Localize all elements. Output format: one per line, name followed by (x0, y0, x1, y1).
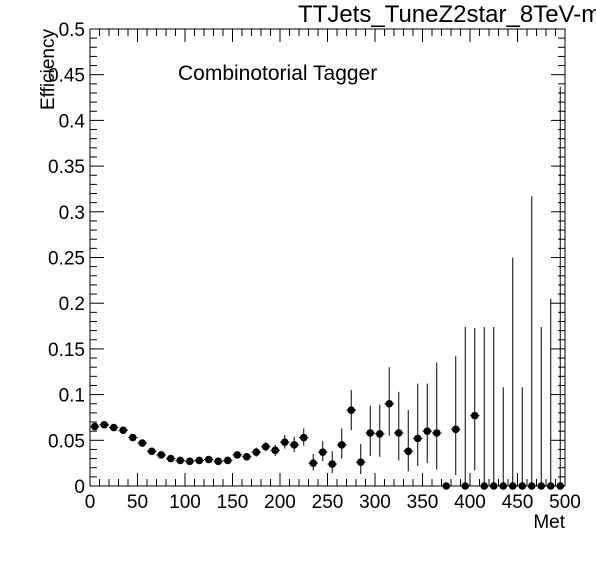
data-point (319, 448, 327, 456)
data-point (271, 447, 279, 455)
y-tick-label: 0.35 (48, 157, 85, 178)
y-tick-label: 0.15 (48, 340, 85, 361)
x-tick-label: 150 (217, 492, 249, 513)
y-tick-label: 0.05 (48, 431, 85, 452)
data-point (129, 434, 137, 442)
data-point (499, 482, 507, 490)
y-tick-label: 0.25 (48, 249, 85, 270)
data-point (138, 439, 146, 447)
data-point (376, 430, 384, 438)
data-point (338, 441, 346, 449)
data-point (528, 482, 536, 490)
data-point (490, 482, 498, 490)
data-point (395, 429, 403, 437)
y-axis-label: Efficiency (38, 29, 59, 110)
data-point (537, 482, 545, 490)
y-tick-label: 0.3 (59, 203, 85, 224)
y-tick-label: 0.1 (59, 386, 85, 407)
data-point (148, 447, 156, 455)
x-tick-label: 500 (549, 492, 581, 513)
x-axis-label: Met (533, 512, 565, 533)
data-point (366, 429, 374, 437)
data-point (328, 460, 336, 468)
data-point (556, 482, 564, 490)
x-tick-label: 50 (127, 492, 148, 513)
data-point (309, 459, 317, 467)
data-point (205, 456, 213, 464)
data-point (167, 455, 175, 463)
x-tick-label: 100 (169, 492, 201, 513)
data-point (233, 451, 241, 459)
data-point (442, 482, 450, 490)
data-point (300, 434, 308, 442)
x-tick-label: 300 (359, 492, 391, 513)
data-point (509, 482, 517, 490)
data-point (404, 447, 412, 455)
data-point (547, 482, 555, 490)
annotation-label: Combinotorial Tagger (178, 62, 377, 85)
data-point (385, 400, 393, 408)
data-point (186, 458, 194, 466)
data-point (518, 482, 526, 490)
tick-labels: 0 50 100 150 200 250 300 350 400 450 500 0 0.05 0.1 0.… (48, 20, 581, 513)
y-tick-label: 0.2 (59, 294, 85, 315)
data-point (480, 482, 488, 490)
data-point (176, 457, 184, 465)
data-point (347, 406, 355, 414)
data-point (262, 443, 270, 451)
y-tick-label: 0.5 (59, 20, 85, 41)
x-tick-label: 350 (407, 492, 439, 513)
x-tick-label: 250 (312, 492, 344, 513)
data-point (110, 424, 118, 432)
data-point (281, 438, 289, 446)
data-point (243, 453, 251, 461)
data-point (100, 421, 108, 429)
data-point (357, 458, 365, 466)
x-tick-label: 0 (85, 492, 96, 513)
data-point (433, 429, 441, 437)
data-point (290, 441, 298, 449)
x-tick-label: 400 (454, 492, 486, 513)
data-point (252, 448, 260, 456)
data-point (414, 435, 422, 443)
x-tick-label: 200 (264, 492, 296, 513)
data-point (157, 451, 165, 459)
data-point (461, 482, 469, 490)
data-point (119, 426, 127, 434)
chart-title: TTJets_TuneZ2star_8TeV-m (298, 1, 596, 28)
data-point (471, 412, 479, 420)
y-tick-label: 0 (74, 477, 85, 498)
data-point (91, 423, 99, 431)
x-tick-label: 450 (502, 492, 534, 513)
data-point (195, 457, 203, 465)
data-point (452, 426, 460, 434)
data-point (214, 458, 222, 466)
data-point (423, 427, 431, 435)
y-tick-label: 0.4 (59, 111, 86, 132)
data-point (224, 457, 232, 465)
error-bars (90, 87, 565, 486)
